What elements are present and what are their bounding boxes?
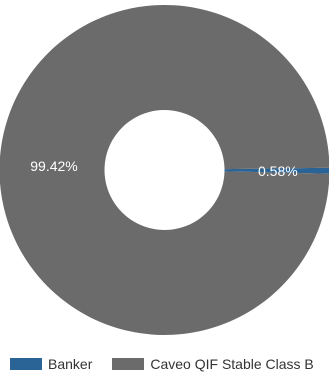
chart-legend: Banker Caveo QIF Stable Class B bbox=[10, 355, 329, 373]
slice-label-banker: 0.58% bbox=[258, 163, 298, 179]
legend-label-banker: Banker bbox=[48, 356, 93, 372]
legend-item-banker[interactable]: Banker bbox=[10, 356, 92, 372]
legend-item-caveo[interactable]: Caveo QIF Stable Class B bbox=[112, 356, 314, 372]
legend-swatch-caveo bbox=[112, 358, 145, 370]
slice-banker[interactable] bbox=[224, 167, 329, 174]
legend-label-caveo: Caveo QIF Stable Class B bbox=[150, 356, 314, 372]
slice-label-caveo-qif-stable-class-b: 99.42% bbox=[30, 158, 77, 174]
legend-swatch-banker bbox=[10, 358, 42, 370]
slice-caveo-qif-stable-class-b[interactable] bbox=[0, 4, 329, 335]
